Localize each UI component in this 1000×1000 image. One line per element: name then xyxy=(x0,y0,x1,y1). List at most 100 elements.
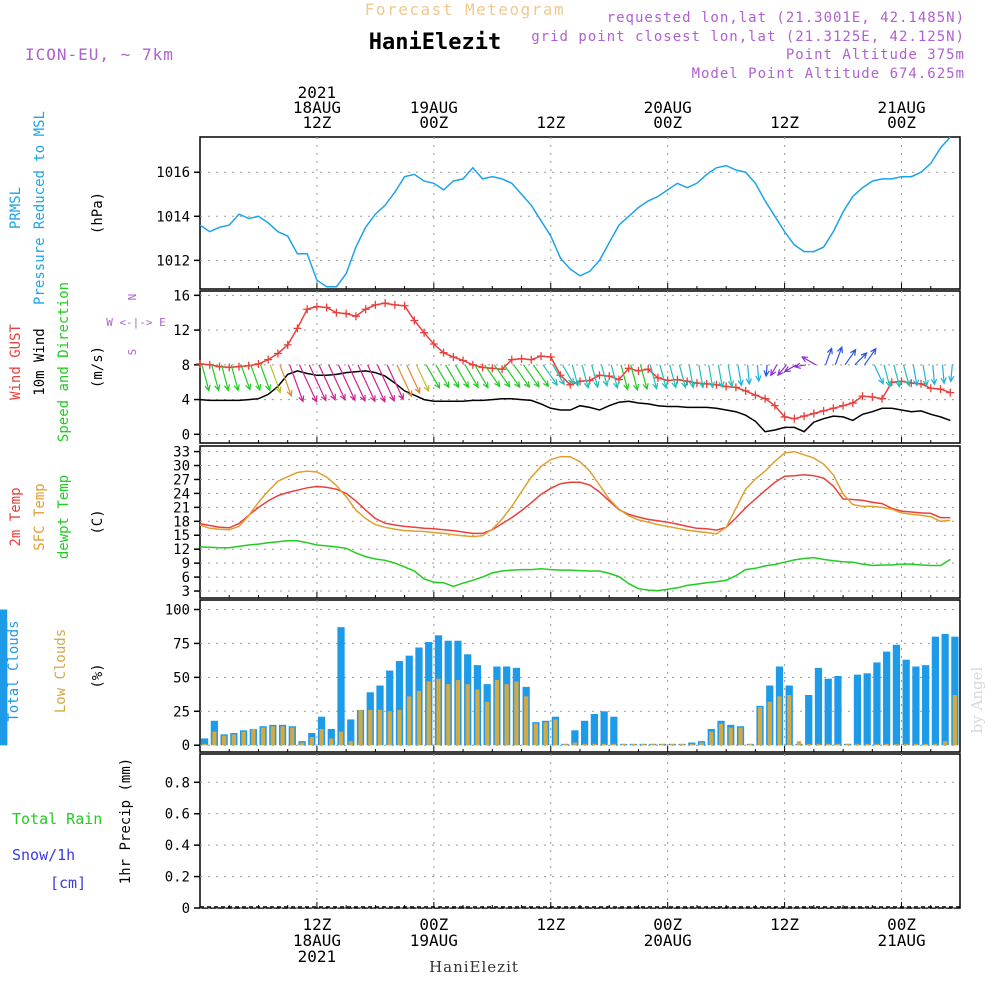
low-cloud-bar xyxy=(631,743,636,746)
gust-point-marker xyxy=(400,301,409,310)
wind-direction-arrow xyxy=(854,352,868,366)
rain-bar xyxy=(454,907,462,908)
series-line-pressure xyxy=(199,136,951,288)
y-tick-label: 75 xyxy=(173,636,190,652)
gust-point-marker xyxy=(839,401,848,410)
gust-point-marker xyxy=(449,353,458,362)
gust-point-marker xyxy=(351,312,360,321)
gust-point-marker xyxy=(605,372,614,381)
y-tick-label: 16 xyxy=(173,288,190,304)
low-cloud-bar xyxy=(436,678,441,746)
low-cloud-bar xyxy=(904,743,909,746)
gust-point-marker xyxy=(770,401,779,410)
total-cloud-bar xyxy=(590,714,598,746)
series-line-sfc-temp xyxy=(199,450,951,538)
y-tick-label: 0 xyxy=(182,738,190,754)
wind-direction-arrow xyxy=(717,364,725,389)
low-cloud-bar xyxy=(494,680,500,746)
wind-direction-arrow xyxy=(737,364,744,387)
wind-direction-arrow xyxy=(561,364,575,385)
wind-direction-arrow xyxy=(513,364,531,389)
top-time-label: 12Z xyxy=(770,113,799,132)
rain-bar xyxy=(376,907,384,908)
rain-bar xyxy=(298,907,306,908)
rain-bar xyxy=(308,907,316,908)
y-tick-label: 0.4 xyxy=(165,838,190,854)
low-cloud-bar xyxy=(913,743,919,746)
panel-frame xyxy=(199,599,961,753)
low-cloud-bar xyxy=(397,709,402,746)
gust-point-marker xyxy=(205,360,214,369)
low-cloud-bar xyxy=(524,696,529,746)
wind-direction-arrow xyxy=(269,364,282,394)
gust-point-marker xyxy=(634,366,643,375)
wind-direction-arrow xyxy=(688,364,696,389)
wind-direction-arrow xyxy=(834,345,843,366)
low-cloud-bar xyxy=(660,743,665,746)
requested-coordinates: requested lon,lat (21.3001E, 42.1485N) xyxy=(607,10,965,26)
wind-direction-arrow xyxy=(600,364,609,388)
low-cloud-bar xyxy=(221,735,227,746)
series-label: Total Clouds xyxy=(6,620,22,721)
y-tick-label: 9 xyxy=(182,556,190,572)
rain-bar xyxy=(951,907,959,908)
gust-point-marker xyxy=(917,379,926,388)
gust-point-marker xyxy=(897,377,906,386)
rain-bar xyxy=(629,907,637,908)
gust-point-marker xyxy=(390,300,399,309)
low-cloud-bar xyxy=(874,743,880,746)
wind-direction-arrow xyxy=(376,364,395,403)
wind-direction-arrow xyxy=(415,364,430,393)
gust-point-marker xyxy=(293,324,302,333)
wind-direction-arrow xyxy=(328,364,346,402)
series-label: Pressure Reduced to MSL xyxy=(32,111,48,305)
rain-bar xyxy=(278,907,287,908)
gust-point-marker xyxy=(303,305,312,314)
low-cloud-bar xyxy=(699,742,704,746)
low-cloud-bar xyxy=(709,731,714,746)
low-cloud-bar xyxy=(865,743,870,746)
gust-point-marker xyxy=(868,392,877,401)
top-time-label: 21AUG xyxy=(877,98,925,117)
y-tick-label: 50 xyxy=(173,670,190,686)
panel-frame xyxy=(199,136,961,290)
model-label: ICON-EU, ~ 7km xyxy=(25,45,174,64)
wind-direction-arrow xyxy=(659,364,668,390)
gust-point-marker xyxy=(342,309,351,318)
point-altitude: Point Altitude 375m xyxy=(786,47,965,63)
total-cloud-bar xyxy=(814,667,823,746)
wind-direction-arrow xyxy=(464,364,479,389)
wind-direction-arrow xyxy=(825,346,833,366)
low-cloud-bar xyxy=(446,684,451,746)
top-time-label: 2021 xyxy=(298,83,337,102)
rain-bar xyxy=(425,907,433,908)
gust-point-marker xyxy=(829,404,838,413)
low-cloud-bar xyxy=(543,722,548,746)
y-axis-label: (C) xyxy=(90,509,106,534)
direction-legend-south: S xyxy=(126,349,139,356)
footer-location: HaniElezit xyxy=(429,958,519,976)
series-label: Speed and Direction xyxy=(56,282,72,442)
gust-point-marker xyxy=(848,399,857,408)
watermark: by Angel xyxy=(968,666,986,733)
gust-point-marker xyxy=(576,377,584,386)
low-cloud-bar xyxy=(241,731,246,746)
wind-direction-arrow xyxy=(902,364,911,388)
total-cloud-bar xyxy=(922,665,930,746)
y-axis-label: (hPa) xyxy=(90,192,106,234)
wind-direction-arrow xyxy=(940,364,947,385)
panel-precipitation: 0 0.2 0.4 0.6 0.8 1hr Precip (mm) Total Rain Sn… xyxy=(12,753,961,917)
low-cloud-bar xyxy=(748,743,753,746)
total-cloud-bar xyxy=(610,716,618,746)
total-cloud-bar xyxy=(386,670,394,746)
wind-direction-arrow xyxy=(873,364,884,386)
wind-direction-arrow xyxy=(435,364,450,389)
bottom-time-label: 12Z xyxy=(536,915,565,934)
y-tick-label: 1012 xyxy=(156,253,190,269)
y-tick-label: 0 xyxy=(182,901,190,917)
y-tick-label: 3 xyxy=(182,584,190,600)
rain-bar xyxy=(727,907,735,908)
wind-direction-arrow xyxy=(347,364,366,403)
gust-point-marker xyxy=(439,348,448,357)
